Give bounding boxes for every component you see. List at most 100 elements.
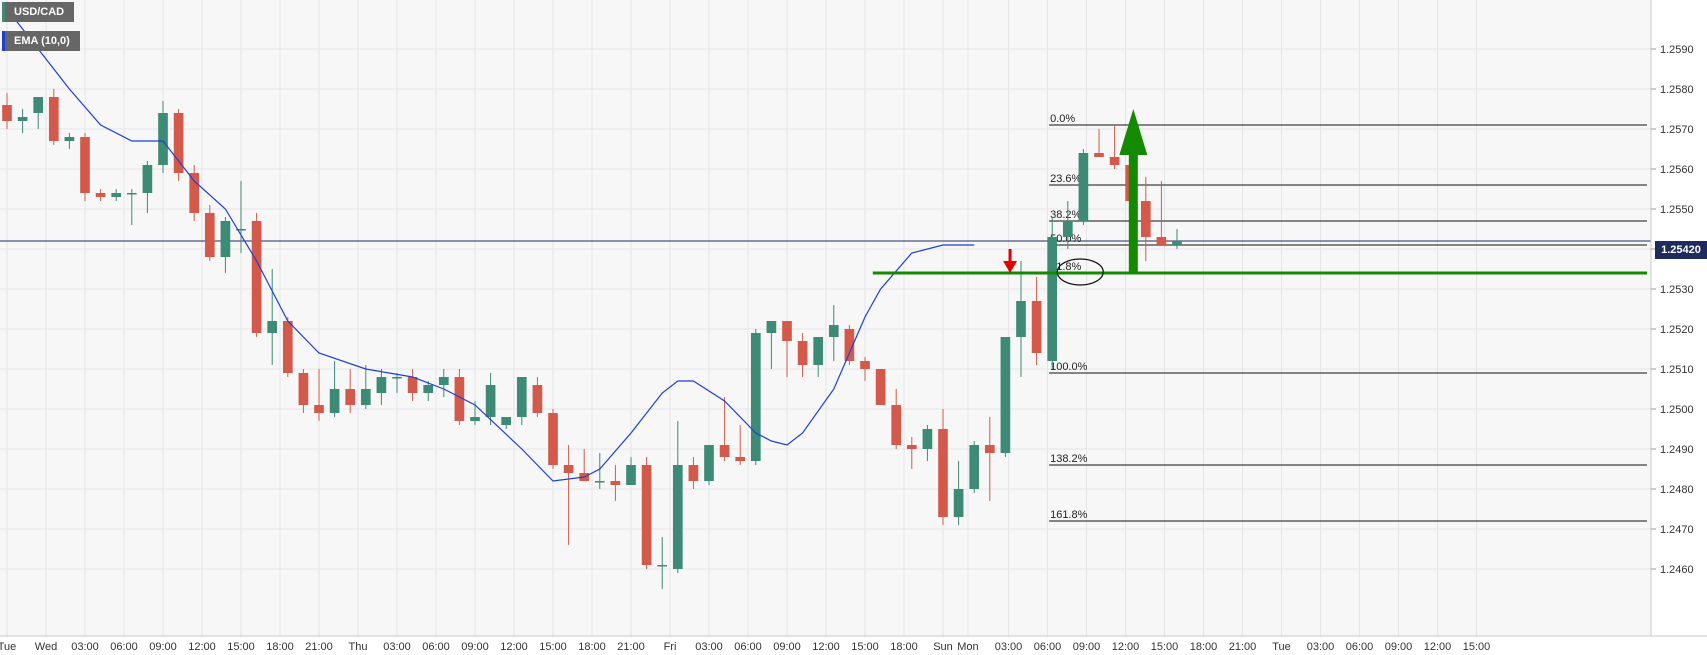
- fib-level-label: 100.0%: [1050, 361, 1088, 373]
- x-tick-label: 12:00: [1424, 641, 1452, 653]
- candle-body: [204, 213, 215, 257]
- candle-body: [298, 373, 309, 405]
- candle-body: [891, 405, 902, 445]
- x-tick-label: 18:00: [890, 641, 918, 653]
- x-tick-label: 09:00: [1073, 641, 1101, 653]
- candle-body: [1047, 237, 1058, 361]
- candle-body: [173, 113, 184, 173]
- x-tick-label: 15:00: [1463, 641, 1491, 653]
- fib-level-label: 23.6%: [1050, 173, 1081, 185]
- candle-body: [2, 105, 12, 121]
- candle-body: [875, 369, 886, 405]
- candle-body: [392, 377, 402, 379]
- candle-body: [906, 445, 917, 449]
- annotations: [872, 109, 1647, 286]
- fib-level-label: 161.8%: [1050, 509, 1088, 521]
- x-tick-label: 03:00: [995, 641, 1023, 653]
- x-tick-label: 21:00: [305, 641, 333, 653]
- candle-body: [454, 377, 465, 421]
- candle-body: [111, 193, 122, 197]
- candle-body: [95, 193, 106, 197]
- candle-body: [1016, 301, 1026, 337]
- candle-body: [969, 445, 980, 489]
- candle-body: [828, 325, 839, 337]
- symbol-color-swatch: [2, 2, 5, 22]
- x-tick-label: 06:00: [1034, 641, 1062, 653]
- x-tick-label: 21:00: [1229, 641, 1257, 653]
- ema-legend[interactable]: EMA (10,0): [2, 31, 80, 51]
- x-tick-label: 03:00: [695, 641, 723, 653]
- x-tick-label: 15:00: [851, 641, 879, 653]
- fib-level-label: 0.0%: [1050, 113, 1075, 125]
- y-tick-label: 1.2500: [1660, 404, 1694, 416]
- candle-body: [953, 489, 964, 517]
- candle-body: [548, 413, 558, 465]
- candle-body: [1062, 221, 1073, 237]
- candle-body: [719, 445, 730, 457]
- candle-body: [1156, 237, 1167, 245]
- red-down-arrow-head: [1003, 261, 1018, 273]
- x-tick-label: 03:00: [383, 641, 411, 653]
- y-tick-label: 1.2590: [1660, 44, 1694, 56]
- x-tick-label: 12:00: [812, 641, 840, 653]
- candle-body: [844, 329, 855, 361]
- candle-body: [80, 137, 90, 193]
- x-tick-label: 15:00: [539, 641, 567, 653]
- ema-color-swatch: [2, 31, 5, 51]
- x-tick-label: Fri: [664, 641, 677, 653]
- candle-body: [1172, 241, 1182, 245]
- y-tick-label: 1.2520: [1660, 324, 1694, 336]
- y-tick-label: 1.2460: [1660, 564, 1694, 576]
- candle-body: [516, 377, 527, 417]
- last-price-tag: 1.25420: [1655, 241, 1707, 259]
- x-tick-label: 06:00: [1346, 641, 1374, 653]
- x-tick-label: 09:00: [461, 641, 489, 653]
- x-tick-label: Mon: [957, 641, 978, 653]
- candle-body: [735, 457, 746, 461]
- candle-body: [267, 321, 278, 333]
- x-tick-label: Tue: [1272, 641, 1291, 653]
- x-tick-label: 12:00: [500, 641, 528, 653]
- highlight-ellipse: [1056, 258, 1104, 286]
- x-tick-label: Sun: [933, 641, 953, 653]
- candle-body: [688, 465, 699, 481]
- candle-body: [33, 97, 44, 113]
- x-tick-label: 03:00: [1307, 641, 1335, 653]
- fib-level-label: 38.2%: [1050, 209, 1081, 221]
- candle-body: [189, 173, 200, 213]
- candle-body: [423, 385, 434, 393]
- candle-body: [251, 221, 262, 333]
- candle-body: [345, 389, 356, 405]
- candle-body: [860, 361, 870, 369]
- symbol-legend[interactable]: USD/CAD: [2, 2, 75, 22]
- x-tick-label: 12:00: [1112, 641, 1140, 653]
- x-tick-label: 09:00: [773, 641, 801, 653]
- candle-body: [782, 321, 792, 341]
- candle-body: [1078, 153, 1089, 221]
- candle-body: [1109, 157, 1120, 165]
- candle-body: [220, 221, 231, 257]
- candle-body: [594, 481, 605, 483]
- x-tick-label: 03:00: [71, 641, 99, 653]
- x-tick-label: 06:00: [422, 641, 450, 653]
- candle-body: [1140, 201, 1151, 237]
- candle-body: [126, 193, 137, 195]
- candle-body: [376, 377, 387, 393]
- x-axis-ticks: Tue Wed 03:00 06:00 09:00 12:00 15:00 18:00 21:0…: [0, 641, 1490, 653]
- candle-body: [657, 565, 668, 567]
- y-axis-ticks: 1.25901.25801.25701.25601.25501.25401.25…: [1651, 44, 1694, 576]
- candle-body: [1094, 153, 1104, 157]
- candle-body: [563, 465, 574, 473]
- candle-body: [142, 165, 153, 193]
- candle-body: [1031, 301, 1042, 353]
- y-tick-label: 1.2580: [1660, 84, 1694, 96]
- candle-body: [1000, 337, 1011, 453]
- candle-body: [672, 465, 683, 569]
- candle-body: [641, 465, 652, 565]
- symbol-label: USD/CAD: [14, 6, 65, 18]
- candle-body: [314, 405, 324, 413]
- candle-body: [766, 321, 777, 333]
- candle-body: [532, 385, 543, 413]
- candle-body: [922, 429, 933, 449]
